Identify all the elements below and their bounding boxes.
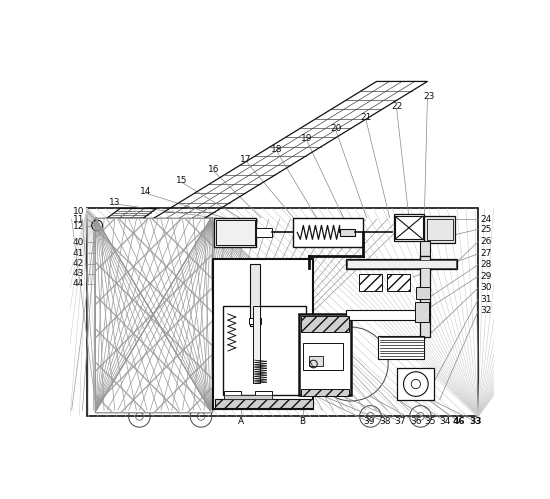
Text: 14: 14	[140, 187, 151, 196]
Bar	[420, 256, 431, 337]
Text: 18: 18	[271, 145, 282, 154]
Bar	[215, 399, 314, 408]
Bar	[250, 264, 260, 325]
Bar	[415, 302, 429, 322]
Bar	[224, 395, 272, 399]
Text: 30: 30	[481, 283, 492, 292]
Text: 36: 36	[410, 417, 422, 426]
Bar	[301, 389, 349, 396]
Text: 34: 34	[439, 417, 451, 426]
Text: 37: 37	[395, 417, 406, 426]
Bar	[252, 306, 260, 383]
Text: 12: 12	[73, 223, 84, 232]
Text: 24: 24	[481, 215, 492, 224]
Text: 41: 41	[73, 249, 84, 257]
Bar	[87, 209, 478, 416]
Text: 23: 23	[424, 92, 434, 101]
Bar	[378, 335, 425, 359]
Text: 43: 43	[73, 269, 84, 278]
Bar	[425, 216, 455, 243]
Text: 44: 44	[73, 279, 84, 288]
Bar	[346, 310, 423, 320]
Bar	[299, 314, 351, 395]
Text: 11: 11	[73, 215, 84, 224]
Text: 16: 16	[208, 166, 220, 175]
Text: B: B	[300, 417, 306, 426]
Text: 21: 21	[360, 113, 371, 122]
Bar	[95, 218, 212, 412]
Text: A: A	[238, 417, 244, 426]
Text: 28: 28	[481, 260, 492, 269]
Text: 42: 42	[73, 259, 84, 268]
Bar	[397, 368, 434, 400]
Bar	[255, 391, 272, 399]
Text: 31: 31	[481, 295, 492, 304]
Bar	[416, 287, 430, 298]
Text: 22: 22	[391, 102, 402, 111]
Text: 20: 20	[330, 124, 342, 133]
Bar	[309, 356, 323, 366]
Text: 17: 17	[240, 155, 251, 164]
Bar	[421, 241, 430, 256]
Text: 32: 32	[481, 306, 492, 315]
Bar	[427, 219, 453, 240]
Text: 35: 35	[425, 417, 436, 426]
Bar	[387, 274, 410, 291]
Bar	[217, 220, 255, 245]
Text: 38: 38	[379, 417, 391, 426]
Bar	[249, 318, 261, 324]
Bar	[213, 258, 314, 409]
Bar	[294, 218, 363, 247]
Bar	[394, 214, 425, 241]
Text: 10: 10	[73, 207, 84, 216]
Text: 33: 33	[470, 417, 482, 426]
Bar	[346, 258, 458, 269]
Text: 15: 15	[176, 176, 188, 185]
Bar	[348, 260, 456, 268]
Bar	[301, 316, 349, 332]
Bar	[223, 306, 306, 395]
Text: 40: 40	[73, 238, 84, 247]
Text: 13: 13	[109, 198, 120, 207]
Bar	[224, 391, 241, 399]
Text: 29: 29	[481, 272, 492, 281]
Text: 39: 39	[363, 417, 375, 426]
Bar	[214, 218, 256, 247]
Bar	[304, 343, 343, 370]
Text: 25: 25	[481, 225, 492, 234]
Bar	[359, 274, 382, 291]
Bar	[340, 229, 355, 236]
Text: 27: 27	[481, 250, 492, 258]
Text: 26: 26	[481, 237, 492, 246]
Text: 46: 46	[453, 417, 465, 426]
Bar	[95, 218, 212, 412]
Bar	[395, 216, 423, 240]
Bar	[256, 228, 272, 237]
Text: 19: 19	[301, 134, 312, 143]
